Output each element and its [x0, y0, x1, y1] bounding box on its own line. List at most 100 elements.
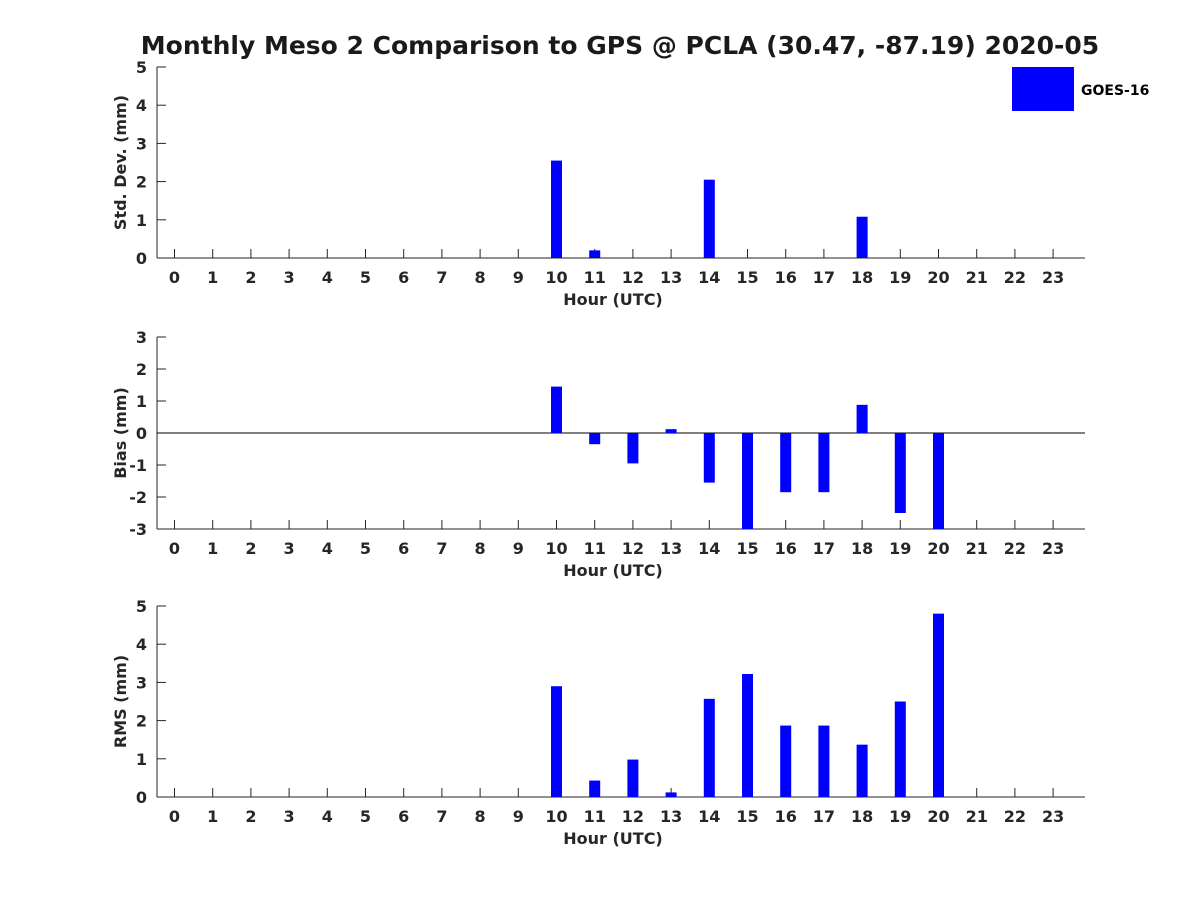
y-tick-label: 0: [136, 249, 147, 268]
y-tick-label: 0: [136, 788, 147, 807]
x-tick-label: 23: [1042, 268, 1064, 287]
x-tick-label: 11: [584, 268, 606, 287]
chart-title: Monthly Meso 2 Comparison to GPS @ PCLA …: [141, 31, 1099, 60]
x-tick-label: 2: [245, 539, 256, 558]
x-tick-label: 0: [169, 268, 180, 287]
bar-hour-10: [551, 686, 562, 797]
x-tick-label: 9: [513, 807, 524, 826]
bar-hour-16: [780, 433, 792, 493]
bar-hour-10: [551, 386, 562, 433]
x-tick-label: 2: [245, 807, 256, 826]
y-tick-label: 4: [136, 635, 147, 654]
x-tick-label: 16: [775, 539, 797, 558]
y-tick-label: 1: [136, 750, 147, 769]
y-tick-label: 5: [136, 597, 147, 616]
x-tick-label: 10: [545, 539, 567, 558]
y-axis-label: RMS (mm): [111, 655, 130, 748]
y-tick-label: 3: [136, 673, 147, 692]
x-tick-label: 19: [889, 268, 911, 287]
x-tick-label: 3: [284, 539, 295, 558]
bar-hour-13: [665, 429, 677, 433]
x-tick-label: 16: [775, 807, 797, 826]
x-tick-label: 6: [398, 807, 409, 826]
bar-hour-18: [856, 216, 868, 258]
x-tick-label: 0: [169, 539, 180, 558]
x-tick-label: 22: [1004, 268, 1026, 287]
x-tick-label: 14: [698, 539, 720, 558]
x-tick-label: 13: [660, 807, 682, 826]
x-tick-label: 18: [851, 807, 873, 826]
y-axis-label: Bias (mm): [111, 387, 130, 479]
x-tick-label: 17: [813, 807, 835, 826]
bar-hour-10: [551, 160, 562, 258]
bar-hour-15: [742, 433, 753, 529]
x-tick-label: 14: [698, 807, 720, 826]
x-tick-label: 6: [398, 539, 409, 558]
legend-label: GOES-16: [1081, 83, 1149, 99]
bar-hour-19: [894, 701, 906, 797]
x-tick-label: 23: [1042, 539, 1064, 558]
x-tick-label: 15: [736, 807, 758, 826]
bar-hour-17: [818, 433, 830, 493]
bar-series: [551, 613, 944, 797]
y-axis-label: Std. Dev. (mm): [111, 95, 130, 230]
y-tick-label: -2: [129, 488, 147, 507]
bar-hour-12: [627, 433, 639, 464]
x-tick-label: 4: [322, 807, 333, 826]
x-tick-label: 12: [622, 268, 644, 287]
y-tick-label: 3: [136, 328, 147, 347]
x-tick-label: 8: [475, 539, 486, 558]
x-tick-label: 3: [284, 268, 295, 287]
bar-hour-14: [703, 698, 715, 797]
x-tick-label: 11: [584, 539, 606, 558]
x-tick-label: 20: [927, 807, 949, 826]
legend: GOES-16: [1012, 67, 1149, 111]
x-tick-label: 17: [813, 268, 835, 287]
x-axis-label: Hour (UTC): [563, 829, 663, 848]
bar-hour-11: [589, 433, 601, 445]
x-tick-label: 3: [284, 807, 295, 826]
x-tick-label: 19: [889, 807, 911, 826]
bar-hour-17: [818, 725, 830, 797]
x-tick-label: 21: [966, 268, 988, 287]
x-tick-label: 11: [584, 807, 606, 826]
y-tick-label: 1: [136, 392, 147, 411]
x-tick-label: 1: [207, 539, 218, 558]
bar-series: [551, 386, 944, 529]
bar-hour-16: [780, 725, 792, 797]
bar-hour-13: [665, 792, 677, 797]
x-tick-label: 1: [207, 807, 218, 826]
bar-hour-19: [894, 433, 906, 513]
bar-hour-12: [627, 759, 639, 797]
x-tick-label: 22: [1004, 539, 1026, 558]
x-axis-label: Hour (UTC): [563, 290, 663, 309]
x-tick-label: 22: [1004, 807, 1026, 826]
bar-hour-18: [856, 404, 868, 433]
x-tick-label: 20: [927, 268, 949, 287]
x-tick-label: 9: [513, 539, 524, 558]
x-tick-label: 16: [775, 268, 797, 287]
x-tick-label: 0: [169, 807, 180, 826]
bar-hour-14: [703, 433, 715, 483]
x-tick-label: 14: [698, 268, 720, 287]
bar-hour-15: [742, 673, 753, 797]
x-tick-label: 8: [475, 268, 486, 287]
legend-swatch: [1012, 67, 1074, 111]
bar-hour-20: [933, 433, 944, 529]
y-tick-label: 4: [136, 96, 147, 115]
x-axis-label: Hour (UTC): [563, 561, 663, 580]
bar-hour-14: [703, 179, 715, 258]
x-tick-label: 4: [322, 539, 333, 558]
y-tick-label: 1: [136, 211, 147, 230]
y-tick-label: 0: [136, 424, 147, 443]
y-tick-label: -3: [129, 520, 147, 539]
bar-hour-11: [589, 250, 601, 258]
x-tick-label: 21: [966, 807, 988, 826]
x-tick-label: 13: [660, 268, 682, 287]
x-tick-label: 21: [966, 539, 988, 558]
x-tick-label: 7: [436, 268, 447, 287]
x-tick-label: 4: [322, 268, 333, 287]
